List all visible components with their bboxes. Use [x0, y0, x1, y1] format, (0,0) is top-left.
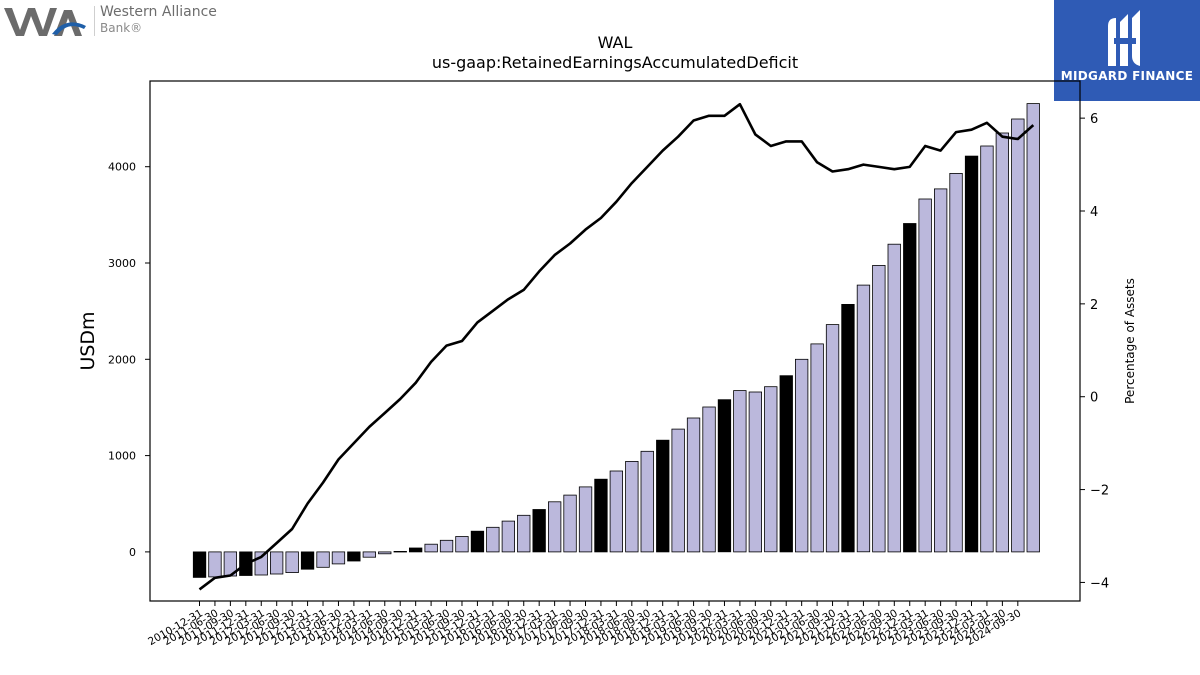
midgard-logo-text: MIDGARD FINANCE	[1060, 69, 1194, 83]
bar	[980, 145, 994, 553]
bar	[578, 486, 593, 553]
y-axis-right: −4 −2 0 2 4 6	[1080, 112, 1109, 591]
bar	[964, 155, 979, 553]
bar	[779, 375, 793, 553]
bar	[671, 428, 685, 553]
bar	[393, 551, 407, 553]
bar	[548, 501, 562, 553]
bar	[424, 543, 438, 553]
bar	[825, 324, 840, 553]
bar	[362, 551, 377, 558]
bar	[378, 551, 392, 555]
western-alliance-logo: Western Alliance Bank®	[4, 4, 244, 38]
bar	[269, 551, 284, 575]
y-right-tick-label: 6	[1090, 112, 1098, 127]
line-series	[198, 102, 1035, 591]
y-right-tick-label: −2	[1090, 484, 1109, 499]
x-axis: 2010-12-312011-06-302011-09-302011-12-31…	[146, 601, 1023, 648]
midgard-finance-logo: MIDGARD FINANCE	[1054, 0, 1200, 101]
y-axis-left: 0 1000 2000 3000 4000	[108, 161, 150, 559]
bar	[594, 478, 608, 553]
bar	[810, 343, 824, 553]
bar	[934, 188, 948, 553]
bar	[439, 539, 454, 553]
bar	[841, 303, 855, 553]
bar	[702, 406, 716, 553]
bar-series	[192, 103, 1040, 578]
bar	[995, 132, 1009, 553]
bar	[609, 470, 623, 553]
bar	[748, 391, 762, 553]
bar	[640, 450, 654, 553]
bar	[686, 417, 701, 553]
bar	[455, 536, 469, 553]
y-right-tick-label: 4	[1090, 205, 1098, 220]
plot-frame	[149, 80, 1081, 602]
y-tick-label: 2000	[108, 353, 136, 366]
western-alliance-logo-mark	[4, 8, 86, 36]
y-tick-label: 1000	[108, 450, 136, 463]
bar	[192, 551, 207, 578]
bar	[470, 530, 485, 553]
y-axis-label: USDm	[77, 311, 99, 370]
chart-title: WAL	[598, 33, 633, 52]
bar	[949, 172, 963, 553]
logo-divider	[94, 6, 95, 36]
bar	[903, 223, 917, 553]
percentage-line	[198, 102, 1035, 591]
bar	[1026, 103, 1040, 553]
bar	[563, 494, 577, 553]
logo-bank-suffix: Bank®	[100, 21, 143, 35]
midgard-logo-mark	[1108, 10, 1140, 66]
bar	[347, 551, 361, 562]
bar	[501, 520, 516, 553]
chart-subtitle: us-gaap:RetainedEarningsAccumulatedDefic…	[432, 53, 798, 72]
bar	[717, 399, 732, 553]
bar	[795, 358, 809, 553]
bar	[208, 551, 222, 578]
bar	[532, 509, 546, 553]
bar	[625, 460, 639, 553]
y-right-tick-label: 0	[1090, 391, 1098, 406]
bar	[887, 243, 901, 553]
y-tick-label: 4000	[108, 161, 136, 174]
bar	[517, 514, 531, 553]
bar	[486, 526, 500, 553]
bar	[300, 551, 315, 570]
y-right-tick-label: 2	[1090, 298, 1098, 313]
bar	[733, 390, 747, 553]
bar	[316, 551, 330, 568]
bar	[408, 547, 423, 553]
y-axis-right-label: Percentage of Assets	[1123, 278, 1137, 404]
bar	[856, 284, 871, 553]
bar	[764, 386, 778, 553]
y-right-tick-label: −4	[1090, 576, 1109, 591]
bar	[285, 551, 299, 574]
bar	[1011, 118, 1025, 553]
bar	[872, 264, 886, 553]
bar	[656, 439, 670, 553]
bar	[918, 198, 932, 553]
y-tick-label: 3000	[108, 257, 136, 270]
y-tick-label: 0	[129, 546, 136, 559]
bar	[331, 551, 346, 565]
logo-bank-name: Western Alliance	[100, 4, 217, 20]
